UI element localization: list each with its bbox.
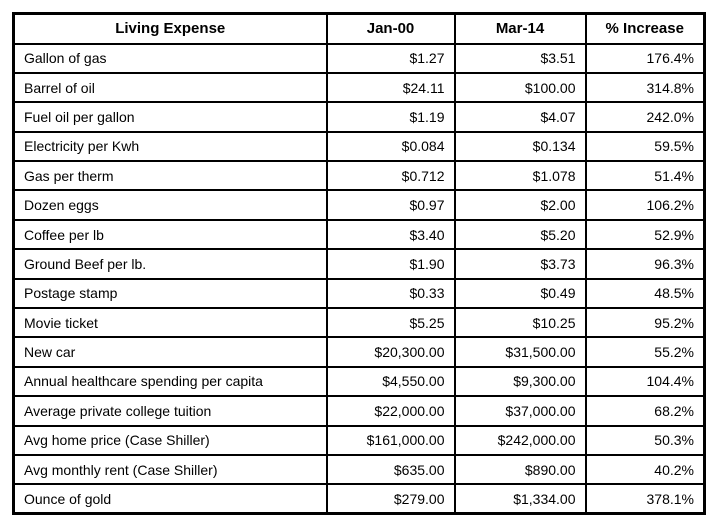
mar-14-value-cell: $0.134 — [453, 130, 587, 163]
percent-increase-cell: 59.5% — [584, 130, 706, 163]
expense-label-cell: Gallon of gas — [12, 42, 328, 74]
jan-00-value-cell: $20,300.00 — [325, 336, 456, 368]
table-row: Postage stamp $0.33 $0.49 48.5% — [12, 277, 706, 310]
expense-label-cell: Coffee per lb — [12, 218, 328, 251]
table-row: New car $20,300.00 $31,500.00 55.2% — [12, 336, 706, 368]
jan-00-value-cell: $24.11 — [325, 71, 456, 104]
mar-14-value-cell: $37,000.00 — [453, 395, 587, 427]
expense-label-cell: Postage stamp — [12, 277, 328, 310]
percent-increase-cell: 96.3% — [584, 248, 706, 280]
mar-14-value-cell: $3.73 — [453, 248, 587, 280]
table-row: Fuel oil per gallon $1.19 $4.07 242.0% — [12, 101, 706, 133]
percent-increase-cell: 50.3% — [584, 424, 706, 456]
jan-00-value-cell: $161,000.00 — [325, 424, 456, 456]
percent-increase-cell: 104.4% — [584, 365, 706, 398]
table-row: Dozen eggs $0.97 $2.00 106.2% — [12, 189, 706, 221]
table-row: Movie ticket $5.25 $10.25 95.2% — [12, 307, 706, 339]
percent-increase-cell: 242.0% — [584, 101, 706, 133]
percent-increase-cell: 314.8% — [584, 71, 706, 104]
table-header: Living Expense Jan-00 Mar-14 % Increase — [12, 12, 706, 45]
expense-label-cell: Ground Beef per lb. — [12, 248, 328, 280]
table-row: Barrel of oil $24.11 $100.00 314.8% — [12, 71, 706, 104]
jan-00-value-cell: $4,550.00 — [325, 365, 456, 398]
expense-label-cell: Annual healthcare spending per capita — [12, 365, 328, 398]
living-expense-table-container: Living Expense Jan-00 Mar-14 % Increase … — [12, 12, 706, 516]
col-header-living-expense: Living Expense — [12, 12, 328, 45]
mar-14-value-cell: $0.49 — [453, 277, 587, 310]
percent-increase-cell: 55.2% — [584, 336, 706, 368]
percent-increase-cell: 52.9% — [584, 218, 706, 251]
jan-00-value-cell: $0.712 — [325, 160, 456, 192]
table-row: Coffee per lb $3.40 $5.20 52.9% — [12, 218, 706, 251]
jan-00-value-cell: $0.084 — [325, 130, 456, 163]
percent-increase-cell: 176.4% — [584, 42, 706, 74]
jan-00-value-cell: $22,000.00 — [325, 395, 456, 427]
table-row: Ounce of gold $279.00 $1,334.00 378.1% — [12, 483, 706, 515]
living-expense-table: Living Expense Jan-00 Mar-14 % Increase … — [12, 12, 706, 516]
jan-00-value-cell: $1.90 — [325, 248, 456, 280]
expense-label-cell: Electricity per Kwh — [12, 130, 328, 163]
expense-label-cell: Barrel of oil — [12, 71, 328, 104]
expense-label-cell: Gas per therm — [12, 160, 328, 192]
table-row: Electricity per Kwh $0.084 $0.134 59.5% — [12, 130, 706, 163]
jan-00-value-cell: $3.40 — [325, 218, 456, 251]
expense-label-cell: New car — [12, 336, 328, 368]
col-header-jan-00: Jan-00 — [325, 12, 456, 45]
jan-00-value-cell: $1.27 — [325, 42, 456, 74]
table-row: Gas per therm $0.712 $1.078 51.4% — [12, 160, 706, 192]
expense-label-cell: Fuel oil per gallon — [12, 101, 328, 133]
percent-increase-cell: 95.2% — [584, 307, 706, 339]
expense-label-cell: Avg home price (Case Shiller) — [12, 424, 328, 456]
table-body: Gallon of gas $1.27 $3.51 176.4% Barrel of o… — [12, 42, 706, 515]
percent-increase-cell: 68.2% — [584, 395, 706, 427]
expense-label-cell: Dozen eggs — [12, 189, 328, 221]
col-header-percent-increase: % Increase — [584, 12, 706, 45]
mar-14-value-cell: $1.078 — [453, 160, 587, 192]
mar-14-value-cell: $31,500.00 — [453, 336, 587, 368]
percent-increase-cell: 378.1% — [584, 483, 706, 515]
jan-00-value-cell: $0.97 — [325, 189, 456, 221]
mar-14-value-cell: $242,000.00 — [453, 424, 587, 456]
jan-00-value-cell: $279.00 — [325, 483, 456, 515]
mar-14-value-cell: $4.07 — [453, 101, 587, 133]
header-row: Living Expense Jan-00 Mar-14 % Increase — [12, 12, 706, 45]
jan-00-value-cell: $5.25 — [325, 307, 456, 339]
mar-14-value-cell: $100.00 — [453, 71, 587, 104]
table-row: Average private college tuition $22,000.0… — [12, 395, 706, 427]
mar-14-value-cell: $2.00 — [453, 189, 587, 221]
mar-14-value-cell: $10.25 — [453, 307, 587, 339]
jan-00-value-cell: $635.00 — [325, 453, 456, 486]
mar-14-value-cell: $890.00 — [453, 453, 587, 486]
mar-14-value-cell: $3.51 — [453, 42, 587, 74]
mar-14-value-cell: $1,334.00 — [453, 483, 587, 515]
percent-increase-cell: 48.5% — [584, 277, 706, 310]
table-row: Ground Beef per lb. $1.90 $3.73 96.3% — [12, 248, 706, 280]
percent-increase-cell: 106.2% — [584, 189, 706, 221]
jan-00-value-cell: $0.33 — [325, 277, 456, 310]
expense-label-cell: Average private college tuition — [12, 395, 328, 427]
expense-label-cell: Movie ticket — [12, 307, 328, 339]
percent-increase-cell: 51.4% — [584, 160, 706, 192]
table-row: Annual healthcare spending per capita $4,… — [12, 365, 706, 398]
expense-label-cell: Avg monthly rent (Case Shiller) — [12, 453, 328, 486]
expense-label-cell: Ounce of gold — [12, 483, 328, 515]
col-header-mar-14: Mar-14 — [453, 12, 587, 45]
mar-14-value-cell: $9,300.00 — [453, 365, 587, 398]
table-row: Avg home price (Case Shiller) $161,000.00… — [12, 424, 706, 456]
percent-increase-cell: 40.2% — [584, 453, 706, 486]
table-row: Avg monthly rent (Case Shiller) $635.00 $8… — [12, 453, 706, 486]
jan-00-value-cell: $1.19 — [325, 101, 456, 133]
table-row: Gallon of gas $1.27 $3.51 176.4% — [12, 42, 706, 74]
mar-14-value-cell: $5.20 — [453, 218, 587, 251]
